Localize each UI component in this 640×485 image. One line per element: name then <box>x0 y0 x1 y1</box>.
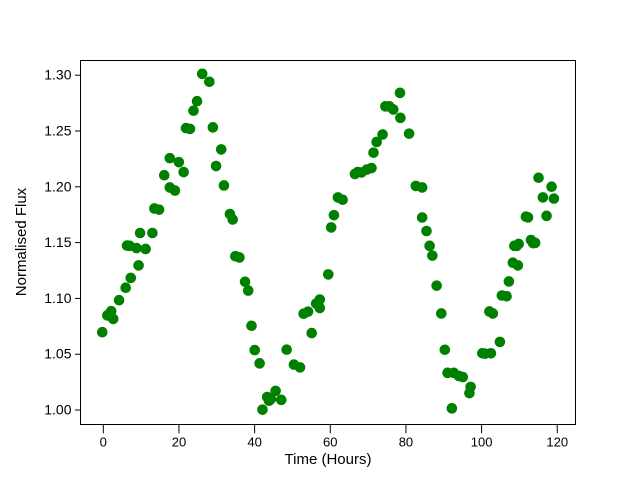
svg-text:0: 0 <box>100 435 107 450</box>
svg-text:Normalised Flux: Normalised Flux <box>13 187 30 296</box>
svg-text:40: 40 <box>247 435 261 450</box>
svg-text:1.15: 1.15 <box>44 234 71 250</box>
svg-text:Time (Hours): Time (Hours) <box>285 451 372 468</box>
svg-text:1.30: 1.30 <box>44 67 71 83</box>
svg-text:100: 100 <box>471 435 493 450</box>
svg-text:1.25: 1.25 <box>44 123 71 139</box>
svg-text:20: 20 <box>172 435 186 450</box>
svg-text:1.10: 1.10 <box>44 290 71 306</box>
svg-text:1.20: 1.20 <box>44 178 71 194</box>
svg-text:60: 60 <box>323 435 337 450</box>
svg-text:120: 120 <box>546 435 568 450</box>
svg-text:1.00: 1.00 <box>44 402 71 418</box>
svg-text:1.05: 1.05 <box>44 346 71 362</box>
svg-text:80: 80 <box>399 435 413 450</box>
